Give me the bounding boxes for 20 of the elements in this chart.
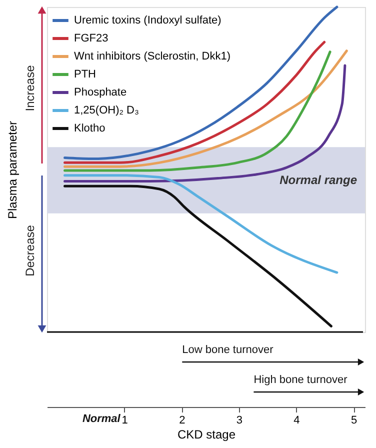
legend-label: Klotho (74, 122, 106, 134)
text: Low bone turnover (182, 344, 274, 356)
legend-label: 1,25(OH)₂ D₃ (74, 104, 139, 116)
x-axis-title: CKD stage (177, 428, 236, 442)
y-axis-title: Plasma parameter (6, 120, 20, 220)
legend-label: PTH (74, 68, 96, 80)
legend-label: Wnt inhibitors (Sclerostin, Dkk1) (74, 50, 230, 62)
text: Normal (82, 413, 122, 425)
legend-label: Uremic toxins (Indoxyl sulfate) (74, 14, 222, 26)
text: High bone turnover (254, 374, 348, 386)
x-tick-label: 4 (294, 414, 300, 426)
legend-label: FGF23 (74, 32, 108, 44)
text: Increase (23, 64, 37, 112)
legend-label: Phosphate (74, 86, 127, 98)
x-tick-label: 5 (350, 414, 358, 426)
x-tick-label: 2 (179, 414, 186, 426)
band-label: Normal range (280, 173, 358, 188)
x-tick-label: 3 (236, 414, 243, 426)
text: Decrease (23, 224, 37, 276)
x-tick-label: 1 (122, 414, 128, 426)
